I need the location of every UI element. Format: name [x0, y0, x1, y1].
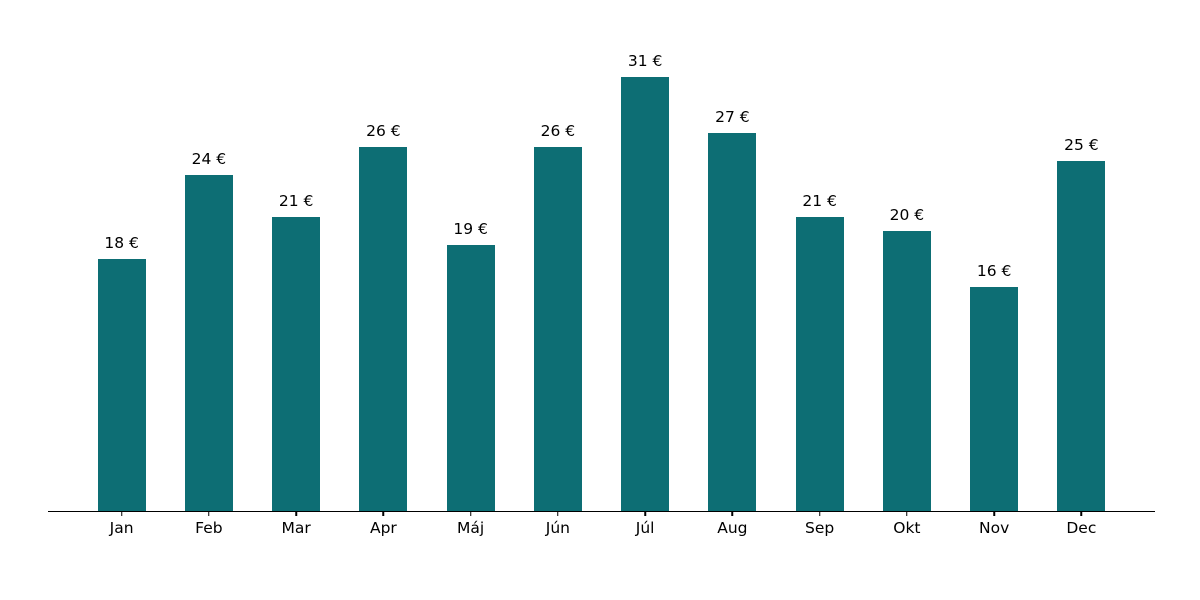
axis-tick — [382, 511, 385, 516]
bar-value-label: 26 € — [540, 121, 576, 140]
bar-value-label: 16 € — [976, 261, 1012, 280]
bar-group: 24 € Feb — [165, 42, 252, 537]
axis-tick — [469, 511, 472, 516]
axis-tick — [295, 511, 297, 516]
bar — [533, 147, 582, 511]
bar-group: 26 € Apr — [340, 42, 427, 537]
bar — [359, 147, 408, 511]
axis-tick — [644, 511, 646, 516]
bar — [1057, 161, 1106, 511]
axis-tick — [993, 511, 995, 516]
bar-value-label: 26 € — [366, 121, 401, 140]
axis-tick — [1080, 511, 1083, 516]
bar-value-label: 25 € — [1064, 135, 1099, 154]
axis-tick — [120, 511, 123, 516]
x-tick-label: Feb — [195, 519, 223, 537]
bar-value-label: 31 € — [627, 51, 663, 70]
bar-value-label: 24 € — [191, 149, 227, 168]
bar-value-label: 27 € — [715, 107, 750, 126]
x-tick-label: Máj — [457, 519, 485, 537]
x-tick-label: Júl — [635, 519, 655, 537]
axis-tick — [731, 511, 734, 516]
bar — [970, 287, 1019, 511]
bar-group: 21 € Sep — [776, 42, 863, 537]
bar-value-label: 21 € — [278, 191, 314, 210]
bar — [708, 133, 757, 511]
bar-value-label: 18 € — [104, 233, 139, 252]
bar-group: 27 € Aug — [689, 42, 776, 537]
bar — [621, 77, 670, 511]
bar — [184, 175, 233, 511]
x-tick-label: Okt — [893, 519, 921, 537]
bar-value-label: 20 € — [889, 205, 925, 224]
bar-group: 20 € Okt — [863, 42, 950, 537]
bar — [272, 217, 321, 511]
x-tick-label: Dec — [1066, 519, 1097, 537]
x-tick-label: Nov — [978, 519, 1010, 537]
bar-value-label: 19 € — [453, 219, 488, 238]
x-tick-label: Jan — [109, 519, 134, 537]
axis-tick — [818, 511, 821, 516]
axis-tick — [906, 511, 908, 516]
bar — [882, 231, 931, 511]
bar — [446, 245, 495, 511]
x-tick-label: Mar — [281, 519, 311, 537]
bar-group: 21 € Mar — [253, 42, 340, 537]
bar-group: 26 € Jún — [514, 42, 601, 537]
bars-row: 18 € Jan 24 € Feb 21 € Mar 26 € Apr 19 €… — [48, 42, 1155, 537]
axis-tick — [208, 511, 210, 516]
x-tick-label: Aug — [717, 519, 748, 537]
bar-group: 16 € Nov — [951, 42, 1038, 537]
bar-group: 31 € Júl — [602, 42, 689, 537]
bar — [795, 217, 844, 511]
x-tick-label: Apr — [369, 519, 397, 537]
bar-group: 18 € Jan — [78, 42, 165, 537]
axis-tick — [557, 511, 559, 516]
x-tick-label: Jún — [545, 519, 570, 537]
bar-value-label: 21 € — [802, 191, 837, 210]
bar-group: 19 € Máj — [427, 42, 514, 537]
bar-group: 25 € Dec — [1038, 42, 1125, 537]
x-tick-label: Sep — [805, 519, 835, 537]
bar — [97, 259, 146, 511]
